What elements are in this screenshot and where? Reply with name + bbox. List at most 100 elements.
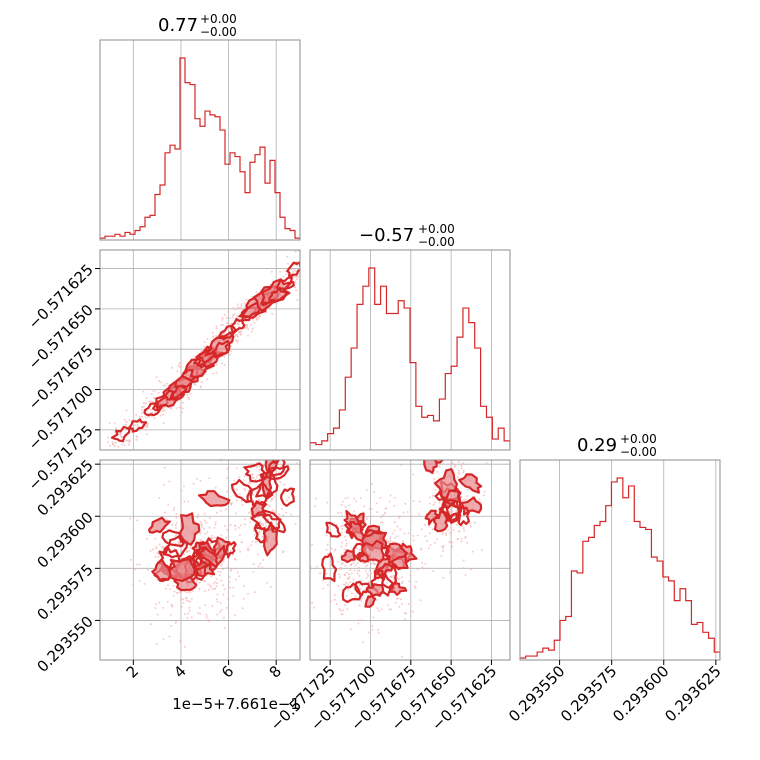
scatter-point-13 xyxy=(258,454,260,456)
scatter-point-12 xyxy=(136,423,139,426)
scatter-point-13 xyxy=(199,532,201,535)
scatter-point-23 xyxy=(303,569,305,571)
scatter-point-12 xyxy=(135,435,138,438)
scatter-point-12 xyxy=(142,401,145,404)
scatter-point-12 xyxy=(150,393,153,395)
scatter-point-23 xyxy=(349,628,352,631)
scatter-point-13 xyxy=(226,477,228,480)
scatter-point-12 xyxy=(269,307,272,310)
scatter-point-13 xyxy=(258,468,261,471)
scatter-point-23 xyxy=(433,480,436,483)
scatter-point-13 xyxy=(175,527,177,529)
scatter-point-12 xyxy=(244,327,246,330)
scatter-point-23 xyxy=(335,603,338,606)
scatter-point-13 xyxy=(182,601,185,604)
scatter-point-13 xyxy=(271,454,273,456)
scatter-point-13 xyxy=(168,480,171,483)
scatter-point-23 xyxy=(341,527,343,530)
scatter-point-23 xyxy=(483,490,486,493)
scatter-point-23 xyxy=(313,606,316,609)
scatter-point-12 xyxy=(226,317,228,320)
x-tick-label-p1: 8 xyxy=(266,662,285,681)
scatter-point-13 xyxy=(223,524,226,527)
scatter-point-12 xyxy=(239,333,242,336)
scatter-point-12 xyxy=(232,306,235,309)
scatter-point-13 xyxy=(162,606,165,609)
scatter-point-23 xyxy=(399,528,402,531)
scatter-point-13 xyxy=(241,607,244,610)
scatter-point-23 xyxy=(433,478,436,480)
scatter-point-23 xyxy=(381,521,384,524)
scatter-point-12 xyxy=(306,259,308,261)
scatter-point-23 xyxy=(360,579,363,582)
scatter-layer xyxy=(107,250,488,658)
contour-12 xyxy=(128,418,148,433)
scatter-point-12 xyxy=(125,409,128,412)
scatter-point-23 xyxy=(449,541,452,544)
contour-13 xyxy=(178,512,201,546)
scatter-point-23 xyxy=(460,537,463,540)
scatter-point-23 xyxy=(366,517,368,520)
scatter-point-12 xyxy=(292,270,295,273)
scatter-point-13 xyxy=(156,613,159,616)
scatter-point-13 xyxy=(282,514,285,517)
scatter-point-12 xyxy=(294,250,297,253)
scatter-point-23 xyxy=(469,525,472,528)
scatter-point-13 xyxy=(227,591,230,593)
contour-23 xyxy=(340,549,356,564)
scatter-point-23 xyxy=(446,438,448,440)
scatter-point-12 xyxy=(301,268,303,270)
scatter-point-13 xyxy=(154,537,157,540)
contour-23 xyxy=(347,520,366,543)
scatter-point-12 xyxy=(286,255,288,258)
axes-frame-00 xyxy=(99,39,301,241)
scatter-point-13 xyxy=(235,447,237,449)
scatter-point-13 xyxy=(196,516,199,519)
scatter-point-13 xyxy=(198,587,201,590)
scatter-point-12 xyxy=(233,308,236,311)
scatter-point-23 xyxy=(356,572,359,575)
scatter-point-23 xyxy=(342,609,344,612)
scatter-point-13 xyxy=(149,549,152,552)
scatter-point-13 xyxy=(265,440,267,442)
scatter-point-13 xyxy=(273,496,276,499)
scatter-point-23 xyxy=(380,608,383,611)
contour-13 xyxy=(230,479,253,504)
scatter-point-12 xyxy=(162,413,165,416)
scatter-point-23 xyxy=(416,568,419,571)
title-p2-minus: −0.00 xyxy=(418,235,455,249)
scatter-point-23 xyxy=(322,587,325,590)
scatter-point-13 xyxy=(186,550,188,553)
scatter-point-23 xyxy=(429,532,432,535)
contour-13 xyxy=(151,559,172,581)
scatter-point-12 xyxy=(163,409,166,412)
scatter-point-13 xyxy=(171,605,174,608)
scatter-point-12 xyxy=(123,444,126,447)
scatter-point-12 xyxy=(175,407,178,410)
scatter-point-23 xyxy=(337,585,340,587)
scatter-point-23 xyxy=(390,576,393,579)
scatter-point-12 xyxy=(135,438,138,441)
scatter-point-23 xyxy=(340,511,343,514)
contour-23 xyxy=(321,552,338,583)
scatter-point-13 xyxy=(249,544,252,547)
scatter-point-12 xyxy=(221,317,224,320)
scatter-point-13 xyxy=(158,601,161,604)
scatter-point-13 xyxy=(243,475,246,478)
scatter-point-13 xyxy=(262,558,265,561)
scatter-point-12 xyxy=(246,325,249,328)
scatter-point-23 xyxy=(352,561,355,564)
title-p2-plus: +0.00 xyxy=(418,222,455,236)
scatter-point-12 xyxy=(176,370,179,373)
scatter-point-13 xyxy=(249,521,251,524)
scatter-point-23 xyxy=(393,504,396,507)
scatter-point-13 xyxy=(187,600,190,603)
scatter-point-23 xyxy=(441,442,443,444)
scatter-point-12 xyxy=(206,378,208,381)
scatter-point-23 xyxy=(344,583,346,586)
scatter-point-23 xyxy=(412,500,415,502)
scatter-point-23 xyxy=(340,525,343,528)
scatter-point-23 xyxy=(358,569,361,572)
scatter-point-23 xyxy=(359,497,362,499)
scatter-point-12 xyxy=(243,302,246,305)
